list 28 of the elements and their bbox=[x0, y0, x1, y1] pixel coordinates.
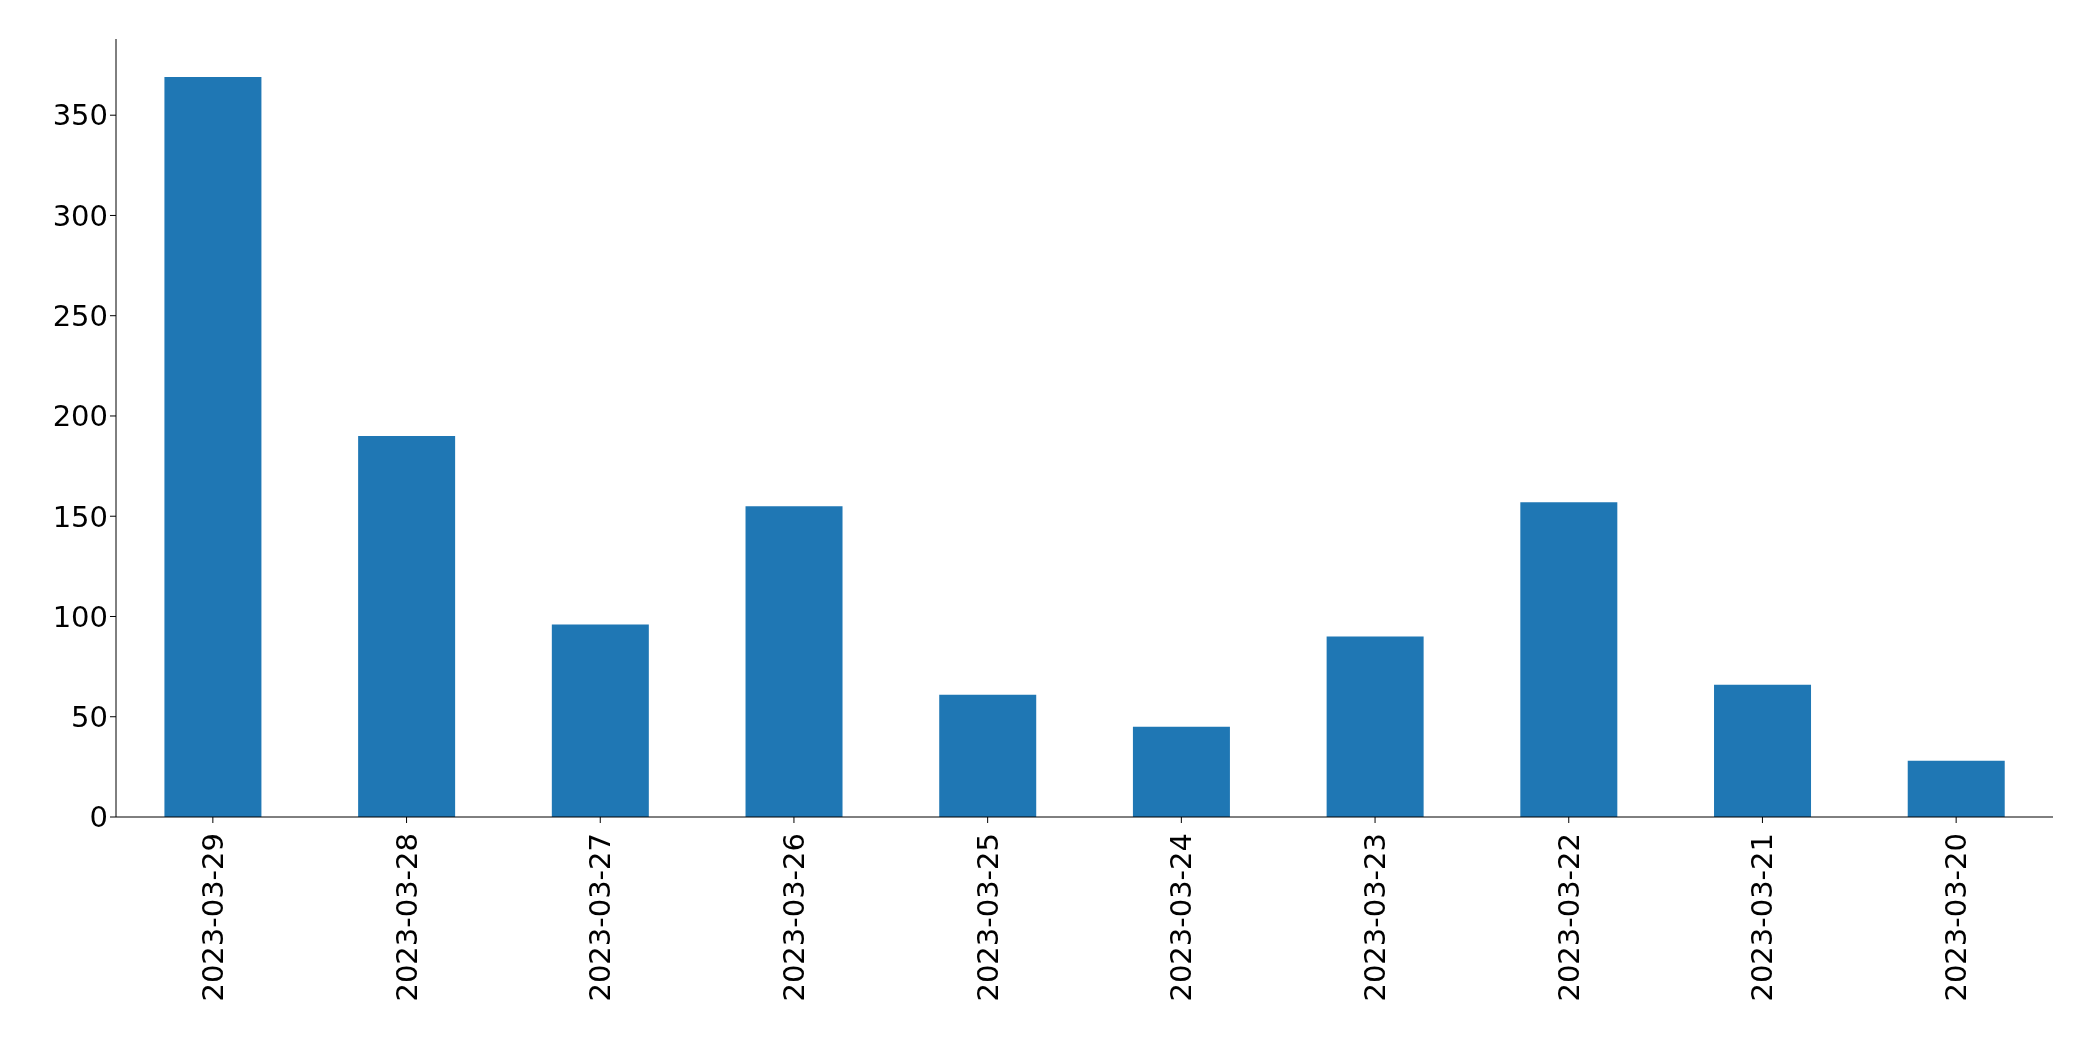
x-tick-label: 2023-03-25 bbox=[970, 833, 1005, 1002]
bar bbox=[1907, 760, 2005, 817]
x-tick-label: 2023-03-21 bbox=[1745, 833, 1780, 1002]
y-tick-label: 200 bbox=[52, 399, 108, 434]
x-tick-label: 2023-03-23 bbox=[1358, 833, 1393, 1002]
x-tick-label: 2023-03-29 bbox=[195, 833, 230, 1002]
x-tick-label: 2023-03-27 bbox=[583, 833, 618, 1002]
y-tick-label: 250 bbox=[52, 299, 108, 334]
x-tick-label: 2023-03-20 bbox=[1939, 833, 1974, 1002]
bar bbox=[1326, 636, 1424, 817]
bar bbox=[939, 694, 1037, 817]
bar bbox=[1520, 502, 1618, 817]
x-tick-label: 2023-03-26 bbox=[776, 833, 811, 1002]
bar bbox=[358, 436, 456, 817]
y-tick-label: 0 bbox=[89, 800, 108, 835]
bar bbox=[1132, 726, 1230, 817]
bar bbox=[745, 506, 843, 817]
x-tick-label: 2023-03-28 bbox=[389, 833, 424, 1002]
bar bbox=[1714, 684, 1812, 817]
y-tick-label: 150 bbox=[52, 499, 108, 534]
x-tick-label: 2023-03-22 bbox=[1551, 833, 1586, 1002]
y-tick-label: 300 bbox=[52, 198, 108, 233]
y-tick-label: 50 bbox=[71, 700, 108, 735]
bar bbox=[164, 77, 262, 817]
y-tick-label: 350 bbox=[52, 98, 108, 133]
bar bbox=[551, 624, 649, 817]
x-tick-label: 2023-03-24 bbox=[1164, 833, 1199, 1002]
y-tick-label: 100 bbox=[52, 599, 108, 634]
